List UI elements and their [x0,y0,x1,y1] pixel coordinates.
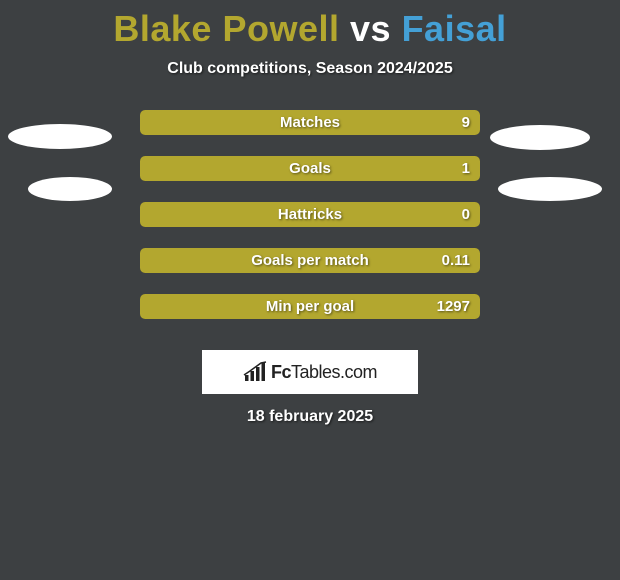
stat-row: Min per goal1297 [0,292,620,338]
player2-name: Faisal [402,8,507,49]
stat-value: 0 [140,202,470,227]
chart-bar-icon [243,361,267,383]
decorative-ellipse [490,125,590,150]
stat-value: 1 [140,156,470,181]
stat-value: 1297 [140,294,470,319]
decorative-ellipse [8,124,112,149]
vs-text: vs [350,8,391,49]
decorative-ellipse [498,177,602,201]
infographic-container: Blake Powell vs Faisal Club competitions… [0,0,620,580]
stat-value: 0.11 [140,248,470,273]
date-text: 18 february 2025 [0,408,620,426]
player1-name: Blake Powell [113,8,339,49]
decorative-ellipse [28,177,112,201]
stat-row: Goals per match0.11 [0,246,620,292]
logo-text: FcTables.com [271,362,377,383]
stat-row: Hattricks0 [0,200,620,246]
logo-box: FcTables.com [202,350,418,394]
stat-value: 9 [140,110,470,135]
subtitle: Club competitions, Season 2024/2025 [0,60,620,78]
page-title: Blake Powell vs Faisal [0,0,620,50]
